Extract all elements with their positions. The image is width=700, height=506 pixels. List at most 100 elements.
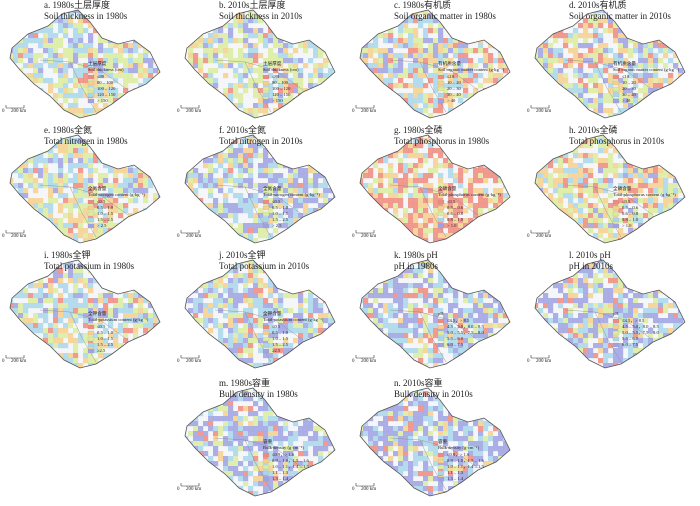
map-cell: [413, 208, 419, 214]
map-cell: [438, 208, 444, 214]
map-cell: [108, 73, 114, 79]
province-border: [419, 186, 447, 238]
map-cell: [93, 313, 99, 319]
map-cell: [128, 233, 134, 239]
map-cell: [598, 83, 604, 89]
map-cell: [58, 268, 64, 274]
map-cell: [78, 213, 84, 219]
map-cell: [438, 23, 444, 29]
map-cell: [648, 238, 654, 243]
map-cell: [273, 118, 278, 123]
map-cell: [443, 183, 449, 189]
map-cell: [413, 38, 419, 44]
map-cell: [535, 48, 539, 54]
map-cell: [403, 173, 409, 179]
map-cell: [498, 153, 504, 159]
map-cell: [608, 113, 614, 118]
map-cell: [158, 198, 160, 204]
map-cell: [388, 228, 394, 234]
map-cell: [643, 88, 649, 94]
map-cell: [58, 273, 64, 279]
map-cell: [268, 208, 274, 214]
map-cell: [593, 48, 599, 54]
map-cell: [298, 193, 304, 199]
map-cell: [378, 108, 384, 114]
map-cell: [328, 103, 334, 109]
map-cell: [13, 48, 19, 54]
map-cell: [673, 178, 679, 184]
map-cell: [398, 33, 404, 39]
map-cell: [108, 68, 114, 74]
legend-item: 100 – 120: [97, 86, 116, 91]
map-cell: [398, 193, 404, 199]
map-cell: [418, 73, 424, 79]
map-cell: [468, 198, 474, 204]
map-cell: [98, 208, 104, 214]
map-cell: [223, 43, 229, 49]
map-cell: [668, 228, 674, 234]
legend-swatch: [612, 223, 620, 229]
map-cell: [383, 223, 389, 229]
map-cell: [43, 208, 49, 214]
map-cell: [418, 193, 424, 199]
map-cell: [608, 98, 614, 104]
map-cell: [208, 113, 214, 118]
map-cell: [360, 38, 364, 44]
map-cell: [508, 173, 510, 179]
map-cell: [633, 73, 639, 79]
map-cell: [238, 223, 244, 229]
map-cell: [128, 58, 134, 64]
legend-swatch: [87, 74, 95, 80]
map-cell: [548, 135, 554, 139]
map-cell: [73, 268, 79, 274]
map-cell: [553, 233, 559, 239]
map-cell: [93, 118, 98, 123]
map-cell: [73, 233, 79, 239]
map-cell: [578, 43, 584, 49]
map-cell: [473, 223, 479, 229]
map-cell: [563, 58, 569, 64]
map-cell: [208, 108, 214, 114]
map-cell: [423, 83, 429, 89]
map-cell: [278, 118, 283, 123]
map-cell: [618, 218, 624, 224]
map-cell: [268, 203, 274, 209]
map-cell: [463, 228, 469, 234]
map-cell: [73, 10, 79, 14]
map-cell: [535, 13, 539, 19]
map-cell: [503, 233, 509, 239]
map-cell: [328, 113, 334, 118]
map-cell: [538, 78, 544, 84]
map-cell: [363, 33, 369, 39]
map-cell: [58, 188, 64, 194]
map-cell: [373, 28, 379, 34]
map-cell: [508, 58, 510, 64]
map-cell: [108, 58, 114, 64]
map-cell: [568, 88, 574, 94]
map-cell: [78, 198, 84, 204]
map-cell: [13, 88, 19, 94]
map-cell: [498, 148, 504, 154]
map-cell: [98, 113, 104, 118]
map-cell: [163, 198, 168, 203]
map-cell: [278, 163, 284, 169]
map-cell: [383, 213, 389, 219]
map-cell: [193, 148, 199, 154]
map-cell: [185, 68, 189, 74]
map-cell: [553, 238, 559, 243]
map-cell: [373, 23, 379, 29]
map-cell: [398, 203, 404, 209]
map-cell: [378, 33, 384, 39]
map-cell: [428, 63, 434, 69]
map-cell: [13, 148, 19, 154]
map-cell: [18, 343, 24, 349]
map-cell: [513, 103, 518, 108]
map-cell: [63, 273, 69, 279]
map-cell: [63, 98, 69, 104]
map-cell: [93, 158, 99, 164]
map-cell: [113, 93, 119, 99]
map-cell: [623, 168, 629, 174]
map-cell: [28, 98, 34, 104]
map-cell: [158, 48, 160, 54]
